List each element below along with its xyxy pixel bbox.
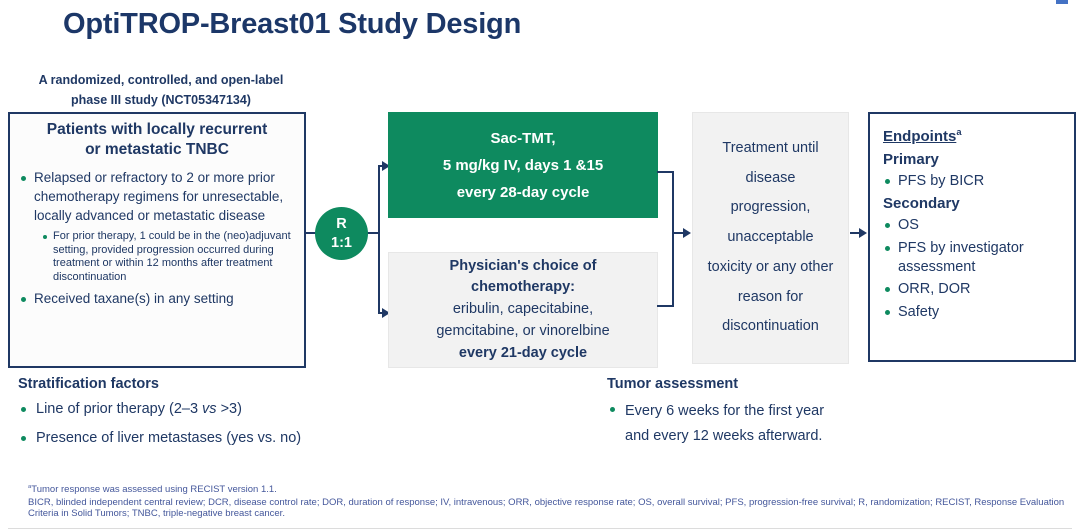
sac-tmt-arm-box: Sac-TMT, 5 mg/kg IV, days 1 &15 every 28…	[388, 112, 658, 218]
footnote-superscript: a	[28, 484, 32, 490]
footnote-recist-text: Tumor response was assessed using RECIST…	[31, 484, 277, 496]
endpoints-box: Endpointsa Primary PFS by BICR Secondary…	[868, 112, 1076, 362]
secondary-endpoint-text: ORR, DOR	[898, 281, 971, 298]
patients-sub-bullet-text: For prior therapy, 1 could be in the (ne…	[53, 230, 291, 284]
chemo-line4: gemcitabine, or vinorelbine	[436, 322, 610, 339]
connector-sac-tmt-out	[657, 171, 674, 173]
footnotes: aTumor response was assessed using RECIS…	[28, 484, 1074, 520]
study-subtitle: A randomized, controlled, and open-label…	[0, 70, 322, 110]
secondary-endpoint-text: Safety	[898, 304, 940, 321]
secondary-endpoint-item: PFS by investigator assessment	[883, 239, 1068, 277]
connector-r-to-branch	[366, 232, 380, 234]
bullet-icon	[21, 436, 26, 442]
footnote-recist: aTumor response was assessed using RECIS…	[28, 484, 1074, 496]
arrow-into-sac-tmt-icon	[382, 161, 390, 171]
bullet-icon	[885, 179, 890, 184]
footnote-abbreviations: BICR, blinded independent central review…	[28, 496, 1065, 520]
patients-bullet-1: Relapsed or refractory to 2 or more prio…	[19, 169, 298, 225]
connector-chemo-out	[657, 305, 674, 307]
bottom-divider	[8, 528, 1072, 529]
patients-box-heading: Patients with locally recurrent or metas…	[10, 120, 304, 160]
stratification-item-1-pre: Line of prior therapy (2–3	[36, 401, 203, 417]
stratification-item-1-vs: vs	[202, 401, 217, 417]
arrow-into-chemo-icon	[382, 308, 390, 318]
bullet-icon	[21, 176, 26, 182]
randomization-r-label: R	[336, 216, 347, 233]
page-title: OptiTROP-Breast01 Study Design	[63, 8, 522, 40]
top-right-logo-fragment	[1056, 0, 1068, 4]
connector-branch-to-chemo	[378, 312, 383, 314]
patients-bullet-list: Relapsed or refractory to 2 or more prio…	[10, 169, 304, 308]
patients-bullet-2-text: Received taxane(s) in any setting	[34, 290, 234, 306]
branch-vertical-line-left	[378, 165, 380, 314]
sac-tmt-line1: Sac-TMT,	[490, 129, 556, 147]
endpoints-title-superscript: a	[956, 127, 962, 137]
endpoints-title-text: Endpoints	[883, 128, 957, 145]
stratification-item-1-text: Line of prior therapy (2–3 vs >3)	[36, 399, 242, 420]
primary-endpoints-label: Primary	[883, 151, 939, 168]
patients-box: Patients with locally recurrent or metas…	[8, 112, 306, 368]
tumor-assessment-item: Every 6 weeks for the first year and ever…	[607, 399, 1027, 450]
endpoints-title: Endpointsa	[883, 127, 1068, 145]
bullet-icon	[885, 245, 890, 251]
bullet-icon	[43, 235, 47, 240]
chemo-line2: chemotherapy:	[471, 279, 575, 296]
chemo-line3: eribulin, capecitabine,	[452, 301, 594, 318]
patients-heading-line2: or metastatic TNBC	[85, 141, 229, 159]
connector-patients-to-r	[304, 232, 318, 234]
primary-endpoint-item: PFS by BICR	[883, 172, 1068, 191]
arrow-into-endpoints-icon	[859, 228, 867, 238]
bullet-icon	[885, 310, 890, 316]
sac-tmt-line3: every 28-day cycle	[456, 183, 590, 201]
stratification-item-2: Presence of liver metastases (yes vs. no…	[18, 428, 418, 449]
chemo-line1: Physician's choice of	[449, 257, 597, 274]
secondary-endpoint-text: PFS by investigator assessment	[898, 239, 1024, 275]
tumor-assessment-item-text: Every 6 weeks for the first year and ever…	[625, 399, 824, 450]
connector-to-treatment	[672, 232, 684, 234]
patients-heading-line1: Patients with locally recurrent	[46, 121, 268, 138]
secondary-endpoints-label: Secondary	[883, 194, 960, 212]
bullet-icon	[885, 287, 890, 293]
tumor-assessment-title: Tumor assessment	[607, 376, 739, 392]
stratification-section: Stratification factors Line of prior the…	[18, 376, 418, 457]
connector-to-endpoints	[850, 232, 860, 234]
sac-tmt-line2: 5 mg/kg IV, days 1 &15	[442, 156, 604, 174]
stratification-item-1: Line of prior therapy (2–3 vs >3)	[18, 399, 418, 420]
stratification-item-2-text: Presence of liver metastases (yes vs. no…	[36, 430, 302, 447]
tumor-assessment-line2: and every 12 weeks afterward.	[625, 428, 823, 445]
chemo-line5: every 21-day cycle	[458, 344, 588, 361]
treatment-duration-box: Treatment until disease progression, una…	[692, 112, 849, 364]
connector-branch-to-sac-tmt	[378, 165, 383, 167]
subtitle-line2: phase III study (NCT05347134)	[71, 93, 251, 107]
patients-bullet-1-text: Relapsed or refractory to 2 or more prio…	[34, 170, 284, 223]
bullet-icon	[610, 407, 615, 412]
secondary-endpoint-item: ORR, DOR	[883, 280, 1068, 299]
treatment-duration-text: Treatment until disease progression, una…	[707, 139, 834, 335]
stratification-title: Stratification factors	[18, 376, 159, 392]
bullet-icon	[885, 222, 890, 228]
primary-endpoint-text: PFS by BICR	[898, 173, 985, 189]
bullet-icon	[21, 296, 26, 302]
patients-sub-bullet: For prior therapy, 1 could be in the (ne…	[41, 230, 298, 285]
secondary-endpoint-text: OS	[898, 216, 919, 233]
subtitle-line1: A randomized, controlled, and open-label	[38, 73, 284, 87]
randomization-badge: R 1:1	[315, 207, 368, 260]
arrow-into-treatment-icon	[683, 228, 691, 238]
tumor-assessment-line1: Every 6 weeks for the first year	[625, 403, 825, 419]
secondary-endpoint-item: OS	[883, 216, 1068, 235]
chemo-arm-box: Physician's choice of chemotherapy: erib…	[388, 252, 658, 368]
bullet-icon	[21, 407, 26, 412]
branch-vertical-line-right	[672, 171, 674, 307]
patients-bullet-2: Received taxane(s) in any setting	[19, 290, 298, 309]
randomization-ratio-label: 1:1	[331, 234, 352, 251]
secondary-endpoint-item: Safety	[883, 303, 1068, 322]
tumor-assessment-section: Tumor assessment Every 6 weeks for the f…	[607, 376, 1027, 450]
stratification-item-1-post: >3)	[216, 401, 242, 417]
